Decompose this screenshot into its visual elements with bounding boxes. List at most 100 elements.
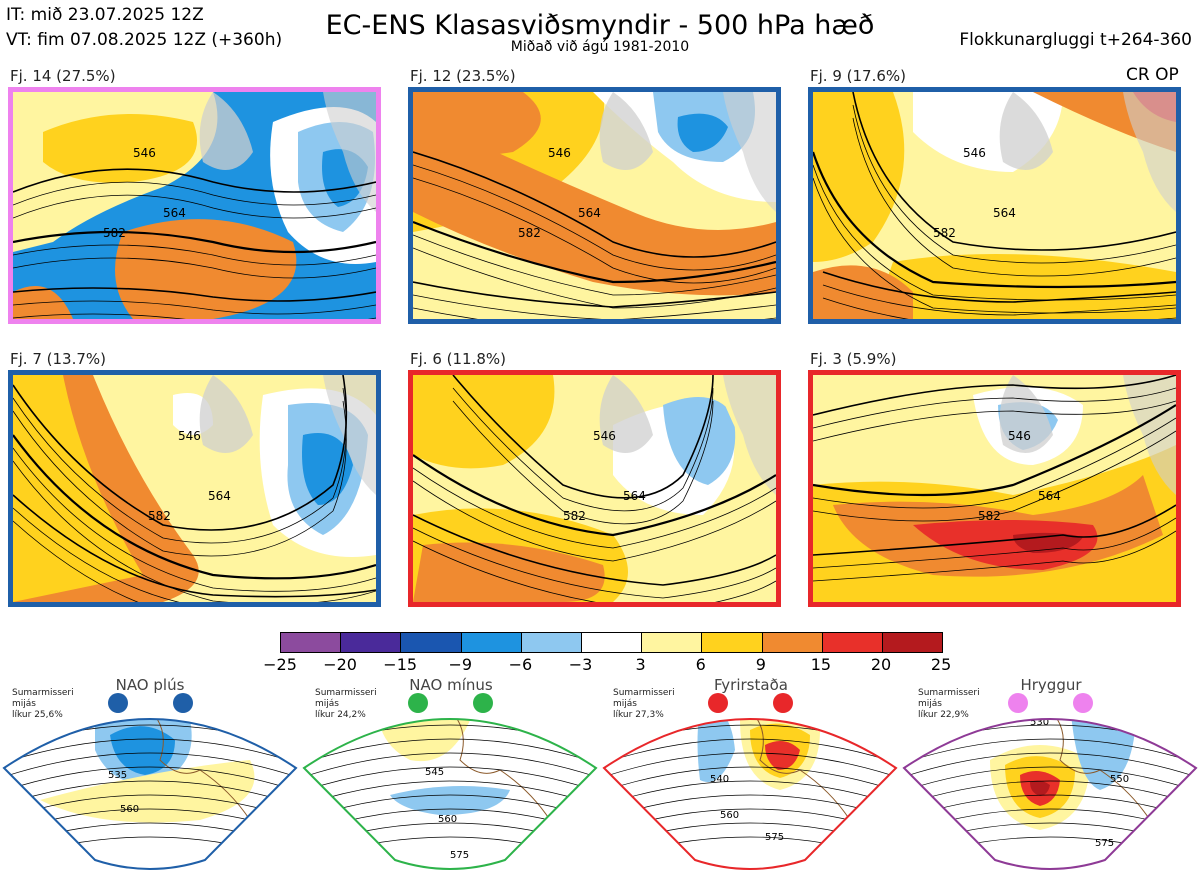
regime-contour: [304, 766, 596, 793]
cluster-map-fj9: 546 564 582: [808, 87, 1181, 324]
height-contour-minor: [13, 460, 376, 602]
height-contour: [413, 281, 776, 308]
height-contour: [822, 271, 1176, 303]
regime-marker-dot: [408, 693, 428, 713]
height-contour-minor: [813, 164, 1176, 301]
colorbar-swatch: [401, 633, 462, 652]
contour-label: 582: [563, 509, 586, 523]
regime-marker-dot: [173, 693, 193, 713]
chart-subtitle: Miðað við ágú 1981-2010: [510, 39, 690, 55]
chart-title: EC-ENS Klasasviðsmyndir - 500 hPa hæð: [325, 10, 875, 41]
contour-label: 582: [933, 226, 956, 240]
cluster-map-fj14: 546 564 582: [8, 87, 381, 324]
anomaly-shading: [413, 112, 776, 296]
regime-contour: [304, 738, 596, 765]
colorbar-swatch: [341, 633, 402, 652]
valid-time: VT: fim 07.08.2025 12Z (+360h): [6, 30, 283, 50]
colorbar-tick-label: −20: [323, 655, 357, 674]
contour-label: 546: [178, 429, 201, 443]
height-contour-minor: [852, 104, 1176, 264]
regime-contour-label: 575: [765, 832, 784, 843]
height-contour-minor: [813, 387, 1176, 429]
regime-info-nao-plus: Sumarmisseri mijás líkur 25,6%: [12, 688, 74, 720]
regime-map-nao-plus: 535 560: [2, 693, 298, 870]
height-contour: [413, 454, 776, 537]
colorbar-tick-label: 20: [870, 655, 892, 674]
anomaly-shading: [913, 520, 1098, 570]
height-contour-minor: [452, 400, 714, 525]
contour-label: 582: [103, 226, 126, 240]
regime-marker-dot: [473, 693, 493, 713]
height-contour-minor: [13, 520, 139, 602]
height-contour: [13, 494, 376, 598]
height-contour-minor: [452, 387, 714, 512]
regime-contour: [4, 780, 296, 807]
land-greenland: [999, 92, 1053, 170]
colorbar-tick-label: 15: [810, 655, 832, 674]
height-contour: [13, 434, 376, 580]
regime-contour: [904, 752, 1196, 779]
height-contour-minor: [413, 307, 776, 319]
regime-info-blocking: Sumarmisseri mijás líkur 27,3%: [613, 688, 675, 720]
colorbar-swatch: [642, 633, 703, 652]
regime-anomaly-shading: [1030, 780, 1050, 796]
regime-contour: [604, 766, 896, 793]
regime-contour: [4, 738, 296, 765]
height-contour-minor: [13, 447, 376, 592]
regime-anomaly-shading: [110, 726, 175, 775]
regime-marker-dot: [108, 693, 128, 713]
colorbar-tick-label: −6: [508, 655, 533, 674]
cluster-map-fj6: 546 564 582: [408, 370, 781, 607]
height-contour: [852, 92, 1176, 251]
contour-label: 564: [578, 206, 601, 220]
cluster-map-fj3: 546 564 582: [808, 370, 1181, 607]
colorbar-swatch: [762, 633, 823, 652]
land-scandinavia: [323, 375, 376, 495]
cr-op-label: CR OP: [1126, 65, 1179, 85]
height-contour-minor: [13, 400, 347, 557]
height-contour: [413, 151, 776, 258]
anomaly-shading: [677, 113, 728, 152]
regime-contour: [904, 780, 1196, 807]
anomaly-shading: [413, 92, 541, 156]
anomaly-shading: [413, 542, 605, 602]
contour-label: 546: [593, 429, 616, 443]
height-contour-minor: [413, 540, 776, 602]
contour-label: 546: [1008, 429, 1031, 443]
height-contour-minor: [822, 284, 1176, 316]
height-contour-minor: [822, 297, 1176, 319]
height-contour-minor: [413, 247, 776, 309]
height-contour-minor: [13, 257, 376, 279]
contour-label: 582: [978, 509, 1001, 523]
land-scandinavia: [723, 92, 776, 212]
land-greenland: [599, 375, 653, 453]
contour-label: 564: [163, 206, 186, 220]
regime-contour-label: 560: [120, 804, 139, 815]
regime-contour: [904, 766, 1196, 793]
regime-contour: [4, 766, 296, 793]
colorbar-swatch: [461, 633, 522, 652]
land-scandinavia: [323, 92, 376, 212]
colorbar-tick-label: 25: [930, 655, 952, 674]
regime-name-blocking: Fyrirstaða: [714, 676, 788, 694]
contour-label: 564: [208, 489, 231, 503]
height-contour-minor: [13, 387, 347, 544]
height-contour: [813, 404, 1176, 497]
height-contour: [813, 504, 1176, 556]
regime-map-nao-minus: 545 560 575: [302, 693, 598, 870]
height-contour-minor: [813, 430, 1176, 522]
colorbar-swatch: [281, 633, 342, 652]
anomaly-shading: [813, 92, 905, 262]
regime-contour-label: 545: [425, 767, 444, 778]
regime-contour-label: 575: [1095, 838, 1114, 849]
contour-label: 582: [518, 226, 541, 240]
height-contour: [13, 230, 376, 254]
regime-name-ridge: Hryggur: [1020, 676, 1082, 694]
land-scandinavia: [723, 375, 776, 495]
height-contour: [413, 514, 776, 586]
anomaly-shading: [663, 397, 736, 485]
regime-contour-label: 575: [450, 850, 469, 861]
height-contour-minor: [813, 417, 1176, 509]
height-contour-minor: [13, 244, 376, 266]
regime-contour: [304, 752, 596, 779]
